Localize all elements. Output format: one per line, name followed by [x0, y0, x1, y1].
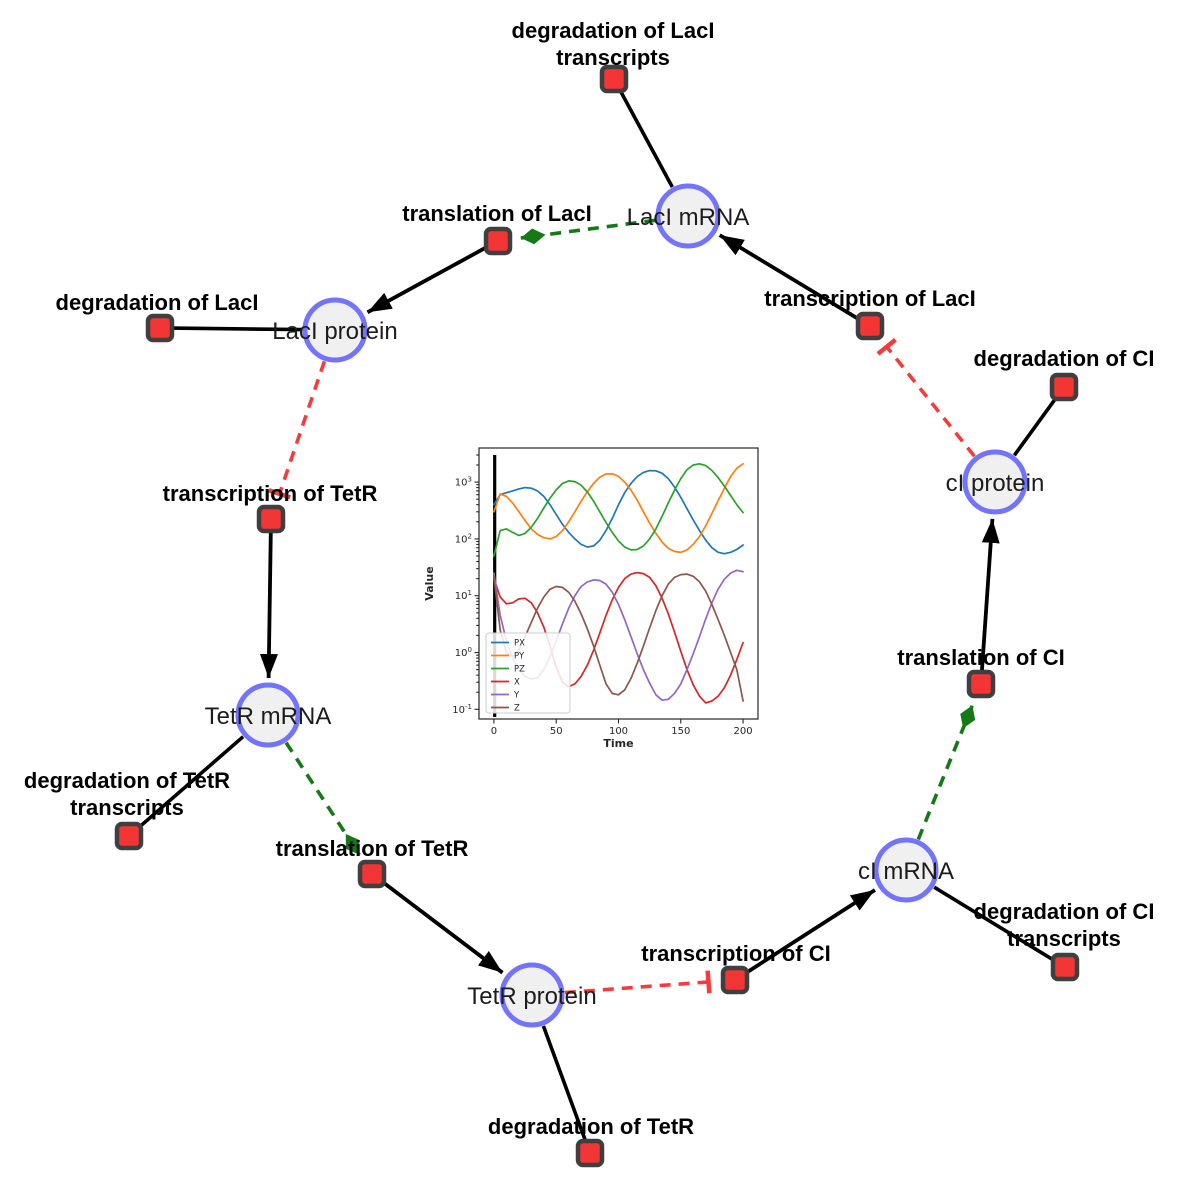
edge-production-translation-ci-to-ci-protein [980, 518, 1000, 672]
species-node-tetr-mrna[interactable] [235, 682, 301, 748]
reaction-node-deg-laci-tx[interactable] [599, 64, 629, 94]
reaction-label-deg-tetr: degradation of TetR [488, 1114, 694, 1139]
edge-consumption-ci-protein-to-deg-ci [1012, 394, 1059, 457]
edge-production-translation-laci-to-laci-protein [366, 245, 488, 314]
reaction-label-deg-tetr-tx-line1: degradation of TetR [24, 768, 230, 793]
reaction-node-transcription-ci[interactable] [720, 965, 750, 995]
reaction-label-deg-laci-tx-line1: degradation of LacI [512, 18, 715, 43]
edge-consumption-laci-protein-to-deg-laci [170, 326, 303, 332]
x-tick-50: 50 [550, 726, 563, 737]
x-tick-0: 0 [491, 726, 497, 737]
legend-entry-PY: PY [514, 652, 525, 662]
series-line-PZ [493, 462, 744, 557]
reaction-label-transcription-ci: transcription of CI [641, 941, 830, 966]
species-node-laci-mrna[interactable] [655, 183, 721, 249]
species-node-ci-protein[interactable] [962, 449, 1028, 515]
edge-consumption-tetr-protein-to-deg-tetr [541, 1025, 588, 1144]
species-label-ci-protein: cI protein [946, 470, 1045, 497]
reaction-label-deg-ci: degradation of CI [974, 346, 1155, 371]
reaction-node-transcription-tetr[interactable] [256, 504, 286, 534]
edge-production-translation-tetr-to-tetr-protein [381, 880, 504, 975]
reaction-node-deg-ci-tx[interactable] [1050, 952, 1080, 982]
reaction-node-deg-tetr-tx[interactable] [114, 821, 144, 851]
species-node-tetr-protein[interactable] [499, 962, 565, 1028]
reaction-label-deg-laci: degradation of LacI [56, 290, 259, 315]
edge-consumption-ci-mrna-to-deg-ci-tx [933, 885, 1057, 963]
edge-modifier-ci-mrna-to-translation-ci [916, 704, 976, 841]
reaction-node-deg-tetr[interactable] [575, 1138, 605, 1168]
x-tick-200: 200 [734, 726, 753, 737]
reaction-node-deg-ci[interactable] [1049, 372, 1079, 402]
reaction-node-translation-tetr[interactable] [357, 859, 387, 889]
reaction-node-transcription-laci[interactable] [855, 311, 885, 341]
edge-production-transcription-tetr-to-tetr-mrna [259, 531, 278, 679]
species-label-ci-mrna: cI mRNA [858, 858, 954, 885]
edge-production-transcription-ci-to-ci-mrna [744, 888, 876, 975]
chart-xlabel: Time [603, 737, 633, 750]
edge-modifier-tetr-mrna-to-translation-tetr [284, 741, 361, 856]
edge-inhibition-ci-protein-to-transcription-laci [876, 337, 976, 458]
series-line-Z [493, 573, 744, 702]
legend-entry-X: X [514, 678, 520, 688]
legend-entry-Y: Y [513, 691, 520, 701]
edges-layer [136, 87, 1059, 1144]
reaction-label-transcription-tetr: transcription of TetR [163, 481, 378, 506]
edge-inhibition-tetr-protein-to-transcription-ci [564, 970, 712, 995]
edge-inhibition-laci-protein-to-transcription-tetr [268, 360, 327, 500]
reaction-label-translation-laci: translation of LacI [402, 201, 591, 226]
nodes-layer [114, 64, 1080, 1168]
chart-legend: PX PY PZ XYZ [485, 632, 571, 714]
legend-entry-PX: PX [514, 639, 525, 649]
reaction-label-deg-laci-tx-line2: transcripts [556, 45, 670, 70]
series-line-PY [493, 462, 744, 554]
species-label-laci-protein: LacI protein [272, 318, 397, 345]
reaction-label-deg-ci-tx-line1: degradation of CI [974, 899, 1155, 924]
reaction-label-translation-ci: translation of CI [897, 645, 1064, 670]
legend-entry-Z: Z [514, 704, 520, 714]
species-node-laci-protein[interactable] [302, 297, 368, 363]
legend-entry-PZ: PZ [514, 665, 525, 675]
edge-production-transcription-laci-to-laci-mrna [718, 233, 860, 321]
reaction-label-deg-ci-tx-line2: transcripts [1007, 926, 1121, 951]
species-label-tetr-protein: TetR protein [467, 983, 596, 1010]
edge-consumption-laci-mrna-to-deg-laci-tx [617, 87, 674, 188]
reaction-label-deg-tetr-tx-line2: transcripts [70, 795, 184, 820]
edge-modifier-laci-mrna-to-translation-laci [520, 218, 656, 245]
reaction-label-translation-tetr: translation of TetR [276, 836, 469, 861]
chart-ylabel: Value [423, 566, 436, 600]
edge-consumption-tetr-mrna-to-deg-tetr-tx [136, 735, 245, 831]
x-tick-150: 150 [671, 726, 690, 737]
reaction-node-translation-laci[interactable] [483, 226, 513, 256]
species-node-ci-mrna[interactable] [873, 837, 939, 903]
chart-axes-frame [478, 447, 759, 720]
reaction-node-deg-laci[interactable] [145, 313, 175, 343]
x-tick-100: 100 [609, 726, 628, 737]
series-line-X [493, 571, 744, 704]
species-label-tetr-mrna: TetR mRNA [205, 703, 332, 730]
species-label-laci-mrna: LacI mRNA [627, 204, 750, 231]
labels-layer: degradation of LacItranscriptstranslatio… [24, 18, 1155, 1139]
reaction-label-transcription-laci: transcription of LacI [764, 286, 975, 311]
reaction-node-translation-ci[interactable] [966, 669, 996, 699]
